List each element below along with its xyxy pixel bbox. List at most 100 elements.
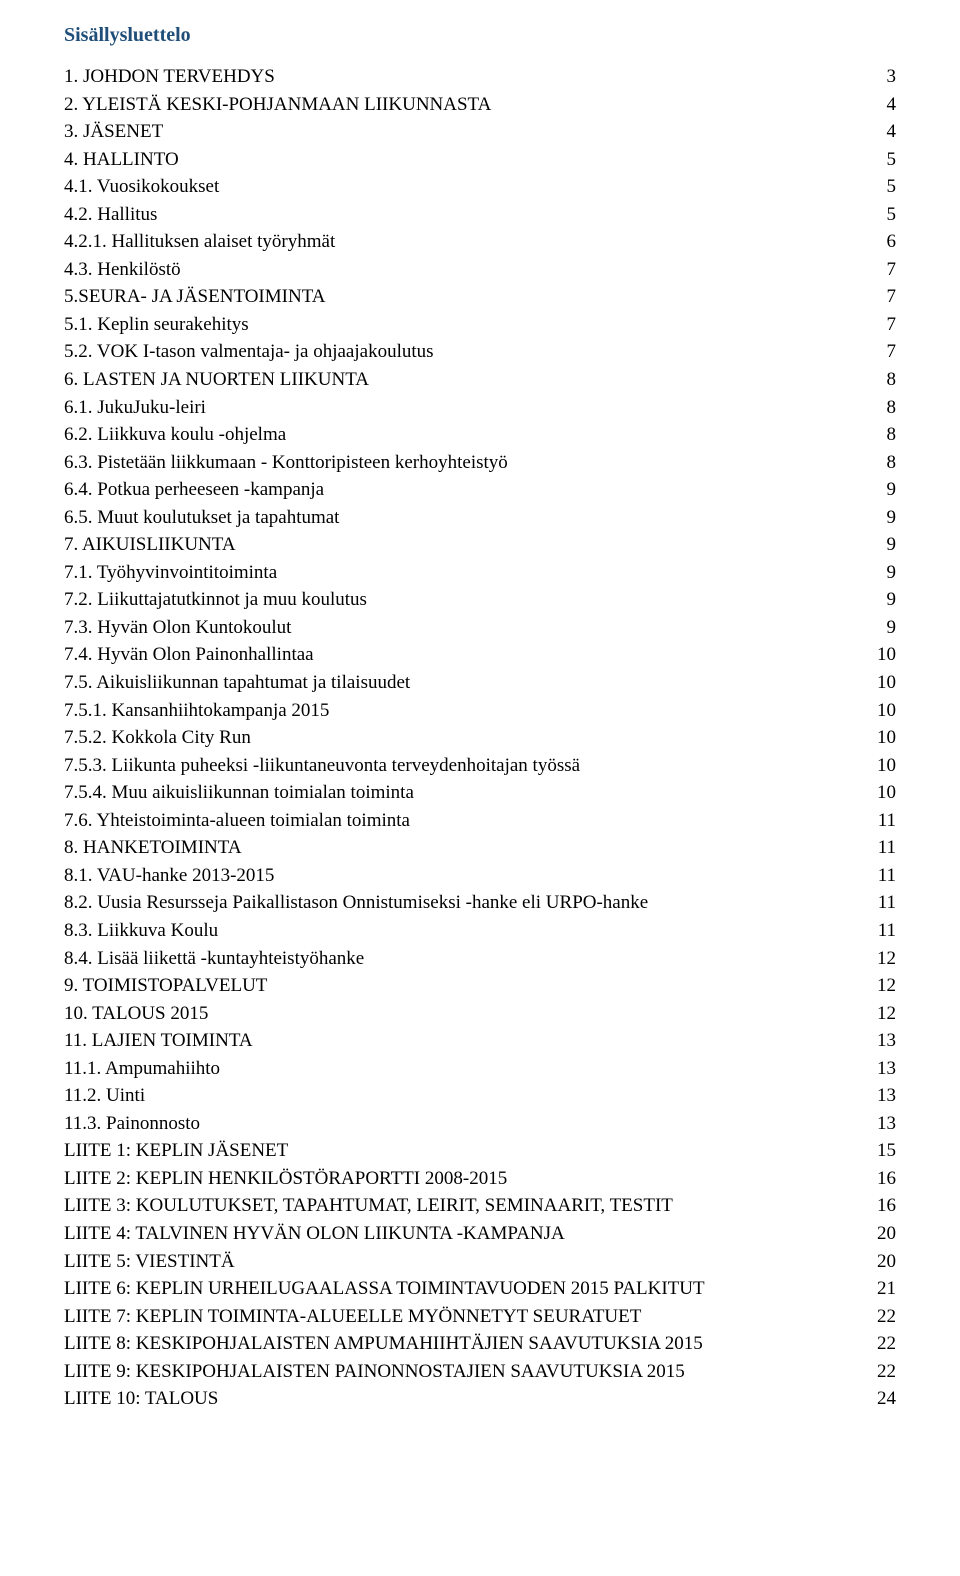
toc-entry: 7.1. Työhyvinvointitoiminta9 [64,559,896,587]
toc-entry-page: 22 [868,1358,896,1386]
toc-entry-page: 10 [868,724,896,752]
toc-entry-page: 13 [868,1055,896,1083]
toc-entry-page: 5 [868,146,896,174]
toc-entry-text: LIITE 2: KEPLIN HENKILÖSTÖRAPORTTI 2008-… [64,1165,868,1193]
toc-entry-page: 10 [868,752,896,780]
toc-entry: LIITE 4: TALVINEN HYVÄN OLON LIIKUNTA -K… [64,1220,896,1248]
toc-entry-page: 4 [868,91,896,119]
toc-entry: 7.6. Yhteistoiminta-alueen toimialan toi… [64,807,896,835]
toc-entry: 7.4. Hyvän Olon Painonhallintaa10 [64,641,896,669]
toc-entry: 7.5.1. Kansanhiihtokampanja 201510 [64,697,896,725]
toc-entry-text: 7.1. Työhyvinvointitoiminta [64,559,868,587]
toc-entry-page: 10 [868,641,896,669]
toc-entry-text: 8. HANKETOIMINTA [64,834,868,862]
toc-entry-page: 9 [868,476,896,504]
toc-entry-page: 12 [868,945,896,973]
toc-entry: 6.1. JukuJuku-leiri8 [64,394,896,422]
toc-entry-page: 13 [868,1027,896,1055]
toc-entry-page: 22 [868,1303,896,1331]
toc-entry: 4.2. Hallitus5 [64,201,896,229]
toc-entry-page: 8 [868,421,896,449]
toc-entry-text: LIITE 7: KEPLIN TOIMINTA-ALUEELLE MYÖNNE… [64,1303,868,1331]
toc-entry-text: 5.SEURA- JA JÄSENTOIMINTA [64,283,868,311]
toc-entry: 6. LASTEN JA NUORTEN LIIKUNTA8 [64,366,896,394]
toc-entry-text: 7.5.4. Muu aikuisliikunnan toimialan toi… [64,779,868,807]
toc-entry: 7.5.3. Liikunta puheeksi -liikuntaneuvon… [64,752,896,780]
toc-entry-text: LIITE 5: VIESTINTÄ [64,1248,868,1276]
toc-entry: 4.1. Vuosikokoukset5 [64,173,896,201]
toc-entry: 5.SEURA- JA JÄSENTOIMINTA7 [64,283,896,311]
toc-entry-text: 11.2. Uinti [64,1082,868,1110]
toc-entry-text: 4.3. Henkilöstö [64,256,868,284]
toc-entry-text: LIITE 1: KEPLIN JÄSENET [64,1137,868,1165]
toc-entry: 6.2. Liikkuva koulu -ohjelma8 [64,421,896,449]
toc-entry-text: LIITE 9: KESKIPOHJALAISTEN PAINONNOSTAJI… [64,1358,868,1386]
toc-entry: 4. HALLINTO5 [64,146,896,174]
toc-entry-text: 4. HALLINTO [64,146,868,174]
toc-entry-page: 9 [868,504,896,532]
toc-entry-page: 7 [868,283,896,311]
toc-entry-page: 11 [868,889,896,917]
toc-entry-text: 5.2. VOK I-tason valmentaja- ja ohjaajak… [64,338,868,366]
toc-entry: 6.4. Potkua perheeseen -kampanja9 [64,476,896,504]
toc-entry-page: 15 [868,1137,896,1165]
toc-entry-text: 11.1. Ampumahiihto [64,1055,868,1083]
toc-entry-page: 8 [868,394,896,422]
toc-entry: 7.5.4. Muu aikuisliikunnan toimialan toi… [64,779,896,807]
toc-entry-text: LIITE 6: KEPLIN URHEILUGAALASSA TOIMINTA… [64,1275,868,1303]
toc-entry: 3. JÄSENET4 [64,118,896,146]
toc-entry-page: 22 [868,1330,896,1358]
toc-entry: LIITE 6: KEPLIN URHEILUGAALASSA TOIMINTA… [64,1275,896,1303]
toc-entry-text: 7.5.1. Kansanhiihtokampanja 2015 [64,697,868,725]
toc-entry: LIITE 2: KEPLIN HENKILÖSTÖRAPORTTI 2008-… [64,1165,896,1193]
toc-entry: 11.2. Uinti13 [64,1082,896,1110]
toc-entry-text: 8.2. Uusia Resursseja Paikallistason Onn… [64,889,868,917]
toc-entry-text: 7.5.2. Kokkola City Run [64,724,868,752]
toc-entry: LIITE 8: KESKIPOHJALAISTEN AMPUMAHIIHTÄJ… [64,1330,896,1358]
toc-entry: 2. YLEISTÄ KESKI-POHJANMAAN LIIKUNNASTA4 [64,91,896,119]
toc-entry-page: 10 [868,697,896,725]
toc-entry-page: 11 [868,917,896,945]
toc-entry: 11.1. Ampumahiihto13 [64,1055,896,1083]
toc-entry-page: 20 [868,1248,896,1276]
toc-entry: 8. HANKETOIMINTA11 [64,834,896,862]
toc-entry: 6.5. Muut koulutukset ja tapahtumat9 [64,504,896,532]
toc-title: Sisällysluettelo [64,24,896,47]
toc-entry: 9. TOIMISTOPALVELUT12 [64,972,896,1000]
toc-entry-text: 8.1. VAU-hanke 2013-2015 [64,862,868,890]
toc-entry-text: LIITE 4: TALVINEN HYVÄN OLON LIIKUNTA -K… [64,1220,868,1248]
toc-entry: 7.5. Aikuisliikunnan tapahtumat ja tilai… [64,669,896,697]
toc-entry-text: LIITE 10: TALOUS [64,1385,868,1413]
toc-entry-text: 8.3. Liikkuva Koulu [64,917,868,945]
toc-entry: 8.2. Uusia Resursseja Paikallistason Onn… [64,889,896,917]
toc-entry: LIITE 5: VIESTINTÄ20 [64,1248,896,1276]
toc-entry-text: 6.3. Pistetään liikkumaan - Konttoripist… [64,449,868,477]
toc-entry: LIITE 10: TALOUS24 [64,1385,896,1413]
toc-entry: LIITE 1: KEPLIN JÄSENET15 [64,1137,896,1165]
toc-entry-text: 10. TALOUS 2015 [64,1000,868,1028]
toc-entry: 11. LAJIEN TOIMINTA13 [64,1027,896,1055]
toc-entry-text: 4.2. Hallitus [64,201,868,229]
toc-entry-page: 13 [868,1110,896,1138]
toc-entry-text: 7. AIKUISLIIKUNTA [64,531,868,559]
toc-entry-text: 4.1. Vuosikokoukset [64,173,868,201]
toc-list: 1. JOHDON TERVEHDYS32. YLEISTÄ KESKI-POH… [64,63,896,1413]
toc-entry-page: 4 [868,118,896,146]
toc-entry-text: 6.4. Potkua perheeseen -kampanja [64,476,868,504]
toc-entry-page: 9 [868,614,896,642]
toc-entry: LIITE 3: KOULUTUKSET, TAPAHTUMAT, LEIRIT… [64,1192,896,1220]
toc-entry-text: 1. JOHDON TERVEHDYS [64,63,868,91]
toc-entry: 5.2. VOK I-tason valmentaja- ja ohjaajak… [64,338,896,366]
toc-entry-text: 9. TOIMISTOPALVELUT [64,972,868,1000]
toc-entry-page: 10 [868,779,896,807]
toc-entry-page: 9 [868,531,896,559]
toc-entry-page: 6 [868,228,896,256]
toc-entry-text: 5.1. Keplin seurakehitys [64,311,868,339]
toc-entry-page: 5 [868,201,896,229]
toc-entry-page: 20 [868,1220,896,1248]
toc-entry: 10. TALOUS 201512 [64,1000,896,1028]
toc-entry-text: 7.6. Yhteistoiminta-alueen toimialan toi… [64,807,868,835]
toc-entry-text: 8.4. Lisää liikettä -kuntayhteistyöhanke [64,945,868,973]
toc-entry-page: 13 [868,1082,896,1110]
toc-entry-text: LIITE 8: KESKIPOHJALAISTEN AMPUMAHIIHTÄJ… [64,1330,868,1358]
